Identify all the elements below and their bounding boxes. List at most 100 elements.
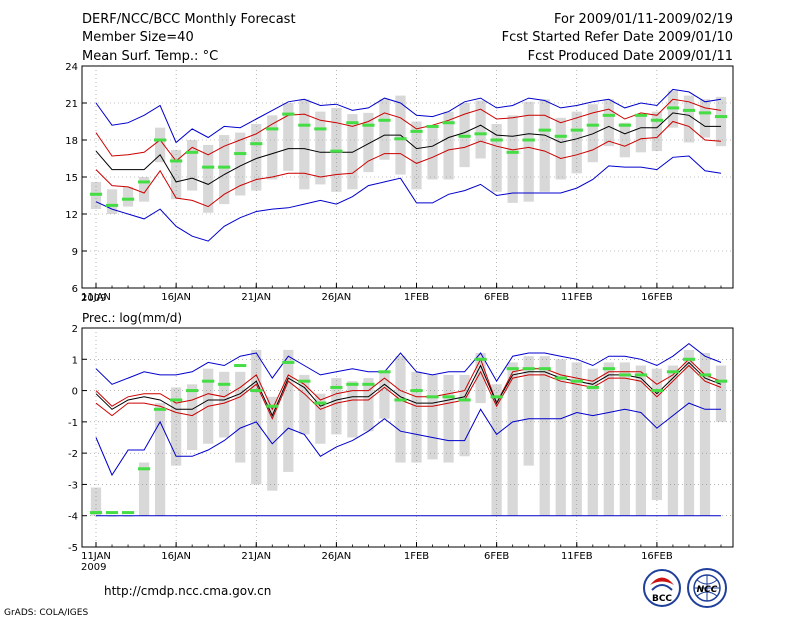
- prec-spread-box: [683, 349, 695, 516]
- temp-y-tick-label: 6: [72, 284, 78, 295]
- temp-x-tick-label: 16FEB: [641, 292, 673, 303]
- temp-spread-box: [603, 99, 614, 147]
- temp-spread-box: [315, 111, 326, 185]
- prec-spread-box: [299, 374, 310, 435]
- temp-x-tick-label: 1FEB: [404, 292, 429, 303]
- produced-date: Fcst Produced Date 2009/01/11: [528, 49, 733, 64]
- prec-spread-box: [315, 393, 326, 444]
- temp-max-line: [95, 88, 722, 144]
- started-date: Fcst Started Refer Date 2009/01/10: [502, 30, 733, 45]
- prec-spread-box: [138, 462, 150, 516]
- grads-credit: GrADS: COLA/IGES: [4, 608, 88, 618]
- temp-spread-box: [283, 103, 294, 171]
- temp-x-tick-label: 26JAN: [321, 292, 351, 303]
- prec-spread-box: [331, 378, 342, 435]
- variable-label: Mean Surf. Temp.: °C: [82, 49, 218, 64]
- temp-x-tick-label: 16JAN: [161, 292, 191, 303]
- source-url: http://cmdp.ncc.cma.gov.cn: [104, 584, 271, 598]
- temp-spread-box: [523, 101, 534, 202]
- prec-spread-box: [555, 359, 566, 516]
- temp-min-line: [95, 155, 722, 242]
- temp-spread-box: [587, 104, 598, 163]
- prec-spread-box: [363, 378, 374, 432]
- temp-spread-box: [187, 140, 198, 191]
- temp-spread-box: [475, 100, 486, 159]
- prec-x-tick-label: 6FEB: [484, 551, 509, 562]
- bcc-logo-text: BCC: [652, 594, 672, 604]
- prec-spread-box: [283, 349, 294, 472]
- temp-p75-line: [95, 98, 722, 162]
- temp-spread-box: [154, 127, 166, 163]
- ncc-logo-grid: [694, 575, 720, 601]
- prec-spread-box: [154, 403, 166, 516]
- temp-spread-box: [411, 121, 422, 190]
- prec-y-tick-label: -2: [68, 449, 78, 460]
- prec-x-tick-label: 16JAN: [161, 551, 191, 562]
- temp-spread-box: [203, 144, 214, 213]
- prec-spread-box: [475, 353, 486, 404]
- temp-spread-box: [443, 111, 454, 180]
- prec-spread-box: [235, 371, 246, 463]
- prec-spread-box: [715, 365, 727, 422]
- bcc-logo: BCC: [643, 569, 681, 607]
- forecast-period: For 2009/01/11-2009/02/19: [554, 12, 733, 27]
- prec-spread-box: [427, 374, 438, 460]
- temp-spread-box: [619, 122, 630, 158]
- temp-spread-box: [539, 99, 550, 192]
- ncc-logo: NCC: [687, 568, 727, 608]
- prec-spread-box: [571, 362, 582, 516]
- prec-spread-box: [491, 384, 502, 516]
- prec-y-tick-label: 1: [72, 355, 78, 366]
- chart-title: DERF/NCC/BCC Monthly Forecast: [82, 12, 296, 27]
- ncc-logo-text: NCC: [697, 585, 718, 595]
- temp-spread-box: [138, 177, 150, 202]
- prec-y-tick-label: -3: [68, 480, 78, 491]
- temp-spread-box: [267, 115, 278, 180]
- prec-x-tick-label: 11JAN: [81, 551, 111, 562]
- prec-spread-box: [379, 371, 390, 419]
- precipitation-panel: -5 -4 -3 -2 -1 0 1 2 11JAN 16JAN 21JAN 26JAN 1FEB 6FE…: [68, 324, 734, 562]
- temp-spread-box: [347, 114, 358, 190]
- prec-y-tick-label: 2: [72, 324, 78, 335]
- temp-spread-box: [219, 135, 230, 205]
- bcc-logo-ring: [643, 569, 681, 607]
- prec-max-line: [95, 342, 722, 385]
- temp-spread-box: [651, 111, 663, 152]
- temp-spread-box: [235, 132, 246, 196]
- prec-x-tick-label: 1FEB: [404, 551, 429, 562]
- prec-spread-box: [219, 371, 230, 438]
- prec-spread-box: [651, 368, 663, 501]
- temp-x-tick-label: 21JAN: [241, 292, 271, 303]
- temp-mean-line: [95, 112, 721, 185]
- prec-spread-box: [443, 374, 454, 463]
- temp-spread-box: [251, 123, 262, 191]
- prec-y-tick-label: -4: [68, 512, 78, 523]
- temp-spread-box: [715, 96, 727, 147]
- temp-y-tick-label: 15: [65, 173, 78, 184]
- temp-x-tick-label: 11FEB: [561, 292, 593, 303]
- prec-min-line: [95, 402, 721, 477]
- temp-spread-box: [299, 99, 310, 190]
- header: DERF/NCC/BCC Monthly Forecast Member Siz…: [82, 12, 733, 64]
- temp-x-tick-label: 11JAN: [81, 292, 111, 303]
- prec-mean-line: [95, 361, 722, 417]
- prec-y-tick-label: -1: [68, 418, 78, 429]
- temp-spread-box: [106, 189, 118, 214]
- prec-spread-box: [603, 362, 614, 516]
- temp-spread-box: [122, 186, 134, 207]
- prec-spread-box: [667, 365, 679, 516]
- prec-spread-box: [187, 384, 198, 451]
- prec-spread-box: [507, 362, 518, 516]
- prec-spread-box: [619, 362, 630, 516]
- prec-spread-box: [699, 353, 711, 516]
- temp-p25-line: [95, 120, 722, 208]
- temp-spread-box: [635, 114, 646, 153]
- temp-y-tick-label: 21: [65, 99, 78, 110]
- prec-panel-title: Prec.: log(mm/d): [82, 311, 182, 325]
- prec-p75-line: [95, 358, 722, 411]
- bcc-logo-arc: [651, 584, 673, 591]
- member-size: Member Size=40: [82, 30, 194, 45]
- prec-x-tick-label: 21JAN: [241, 551, 271, 562]
- prec-spread-box: [171, 387, 182, 466]
